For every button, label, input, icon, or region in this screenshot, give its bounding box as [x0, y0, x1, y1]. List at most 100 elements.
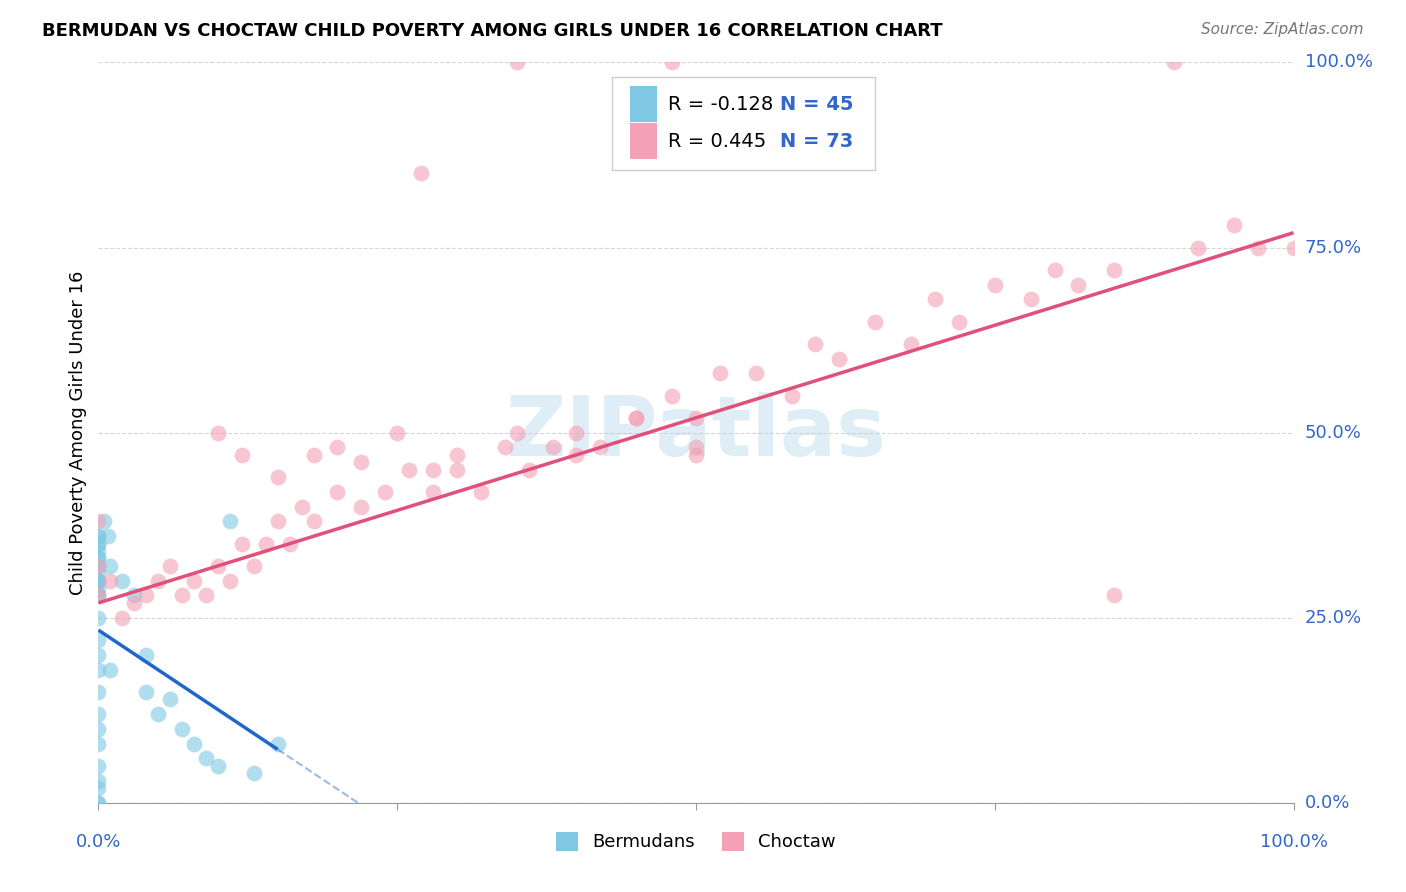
Point [87, 737, 110, 751]
Point [135, 648, 157, 662]
Point [422, 462, 444, 476]
Point [685, 448, 707, 462]
FancyBboxPatch shape [630, 123, 657, 159]
Point [411, 166, 433, 180]
Point [87, 663, 110, 677]
Point [231, 536, 253, 550]
Point [900, 336, 922, 351]
Point [1043, 262, 1066, 277]
Text: R = -0.128: R = -0.128 [668, 95, 773, 114]
Point [183, 737, 205, 751]
Point [87, 589, 110, 603]
Point [87, 544, 110, 558]
Point [243, 558, 266, 573]
Point [195, 751, 218, 765]
Point [1104, 589, 1126, 603]
Point [565, 425, 588, 440]
Text: BERMUDAN VS CHOCTAW CHILD POVERTY AMONG GIRLS UNDER 16 CORRELATION CHART: BERMUDAN VS CHOCTAW CHILD POVERTY AMONG … [42, 22, 943, 40]
Point [219, 574, 242, 588]
Point [87, 536, 110, 550]
Point [780, 388, 803, 402]
Point [1282, 240, 1305, 255]
Point [984, 277, 1007, 292]
FancyBboxPatch shape [630, 87, 657, 121]
Point [374, 484, 396, 499]
Point [709, 367, 731, 381]
Point [661, 55, 683, 70]
Point [87, 574, 110, 588]
Point [87, 536, 110, 550]
Point [1019, 293, 1042, 307]
Point [385, 425, 409, 440]
Text: R = 0.445: R = 0.445 [668, 132, 766, 151]
Point [124, 596, 146, 610]
Point [291, 500, 314, 514]
Point [470, 484, 492, 499]
Point [98, 574, 122, 588]
Text: 75.0%: 75.0% [1305, 238, 1362, 257]
Point [135, 589, 157, 603]
Point [207, 558, 229, 573]
Point [87, 566, 110, 581]
Point [87, 574, 110, 588]
Point [446, 462, 468, 476]
Point [159, 558, 181, 573]
Point [93, 515, 115, 529]
Point [148, 574, 170, 588]
Point [231, 448, 253, 462]
Point [87, 610, 110, 624]
Point [626, 410, 648, 425]
Point [1067, 277, 1090, 292]
Point [207, 425, 229, 440]
Point [745, 367, 768, 381]
Point [87, 558, 110, 573]
Point [865, 314, 887, 328]
Point [195, 589, 218, 603]
Point [541, 441, 564, 455]
Point [135, 685, 157, 699]
Text: 0.0%: 0.0% [1305, 794, 1350, 812]
Point [87, 529, 110, 543]
Point [159, 692, 181, 706]
Point [172, 589, 194, 603]
Point [111, 610, 134, 624]
Point [267, 737, 290, 751]
Point [446, 448, 468, 462]
Point [87, 551, 110, 566]
Point [278, 536, 301, 550]
Point [804, 336, 827, 351]
Point [87, 796, 110, 810]
Text: 25.0%: 25.0% [1305, 608, 1362, 627]
Point [87, 589, 110, 603]
Text: 0.0%: 0.0% [76, 833, 121, 851]
Point [948, 314, 970, 328]
Legend: Bermudans, Choctaw: Bermudans, Choctaw [547, 823, 845, 861]
Point [267, 470, 290, 484]
Point [87, 685, 110, 699]
Y-axis label: Child Poverty Among Girls Under 16: Child Poverty Among Girls Under 16 [69, 270, 87, 595]
Point [87, 796, 110, 810]
Point [87, 515, 110, 529]
Point [124, 589, 146, 603]
Point [87, 632, 110, 647]
Point [626, 410, 648, 425]
Point [148, 706, 170, 721]
Text: N = 45: N = 45 [780, 95, 853, 114]
Point [87, 780, 110, 795]
Point [350, 500, 373, 514]
Point [494, 441, 516, 455]
Point [87, 722, 110, 736]
Point [302, 448, 325, 462]
Point [254, 536, 277, 550]
Text: N = 73: N = 73 [780, 132, 853, 151]
Point [422, 484, 444, 499]
Point [302, 515, 325, 529]
Text: Source: ZipAtlas.com: Source: ZipAtlas.com [1201, 22, 1364, 37]
Point [398, 462, 420, 476]
Point [589, 441, 612, 455]
Point [87, 558, 110, 573]
Point [1187, 240, 1209, 255]
Point [506, 425, 529, 440]
Point [350, 455, 373, 469]
Text: 100.0%: 100.0% [1305, 54, 1372, 71]
